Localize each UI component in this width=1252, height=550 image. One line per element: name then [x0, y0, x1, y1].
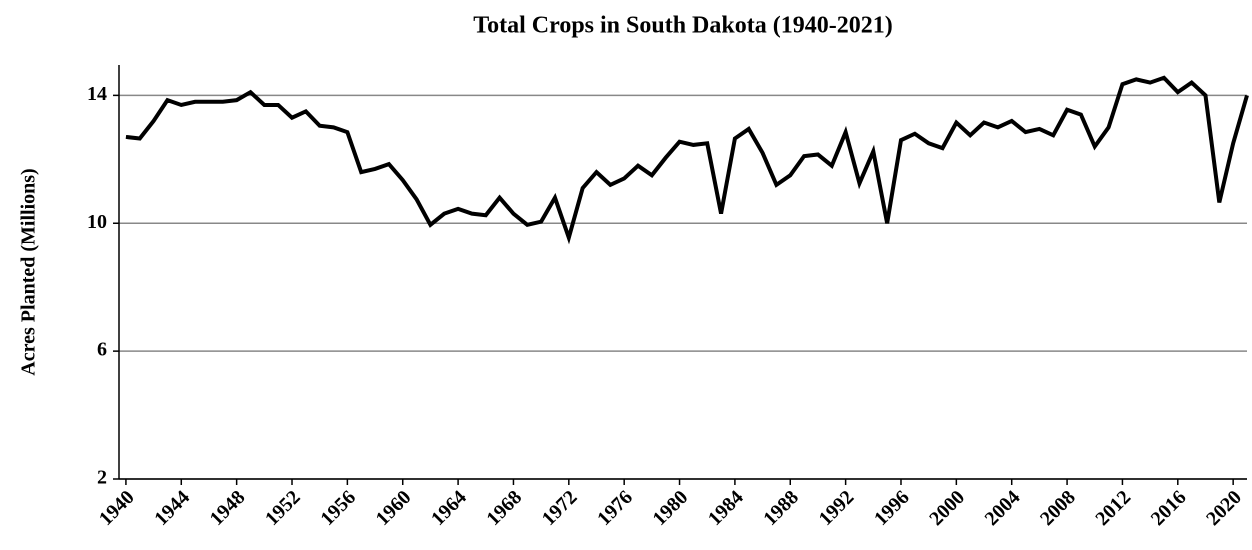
x-tick-label: 2000 — [925, 486, 969, 530]
chart-title: Total Crops in South Dakota (1940-2021) — [473, 13, 892, 39]
x-tick-label: 1972 — [538, 486, 582, 530]
x-tick-label: 1992 — [815, 486, 859, 530]
y-axis-label: Acres Planted (Millions) — [18, 168, 40, 375]
y-tick-label: 6 — [97, 339, 107, 361]
x-tick-label: 1956 — [316, 486, 360, 530]
x-tick-label: 2016 — [1147, 486, 1191, 530]
x-tick-label: 2004 — [981, 486, 1025, 530]
x-tick-label: 1996 — [870, 486, 914, 530]
x-tick-label: 1944 — [150, 486, 194, 530]
x-tick-label: 1952 — [261, 486, 305, 530]
x-tick-label: 2008 — [1036, 486, 1080, 530]
x-tick-label: 1984 — [704, 486, 748, 530]
x-tick-label: 1964 — [427, 486, 471, 530]
y-tick-label: 2 — [97, 467, 107, 489]
x-tick-label: 1960 — [372, 486, 416, 530]
x-tick-label: 2012 — [1091, 486, 1135, 530]
y-tick-label: 14 — [87, 83, 107, 105]
x-tick-label: 1976 — [593, 486, 637, 530]
x-tick-label: 2020 — [1202, 486, 1246, 530]
x-tick-label: 1968 — [482, 486, 526, 530]
x-tick-label: 1948 — [206, 486, 250, 530]
y-tick-label: 10 — [87, 211, 107, 233]
x-tick-label: 1980 — [648, 486, 692, 530]
x-tick-label: 1940 — [95, 486, 139, 530]
x-tick-label: 1988 — [759, 486, 803, 530]
data-line — [125, 75, 1249, 245]
